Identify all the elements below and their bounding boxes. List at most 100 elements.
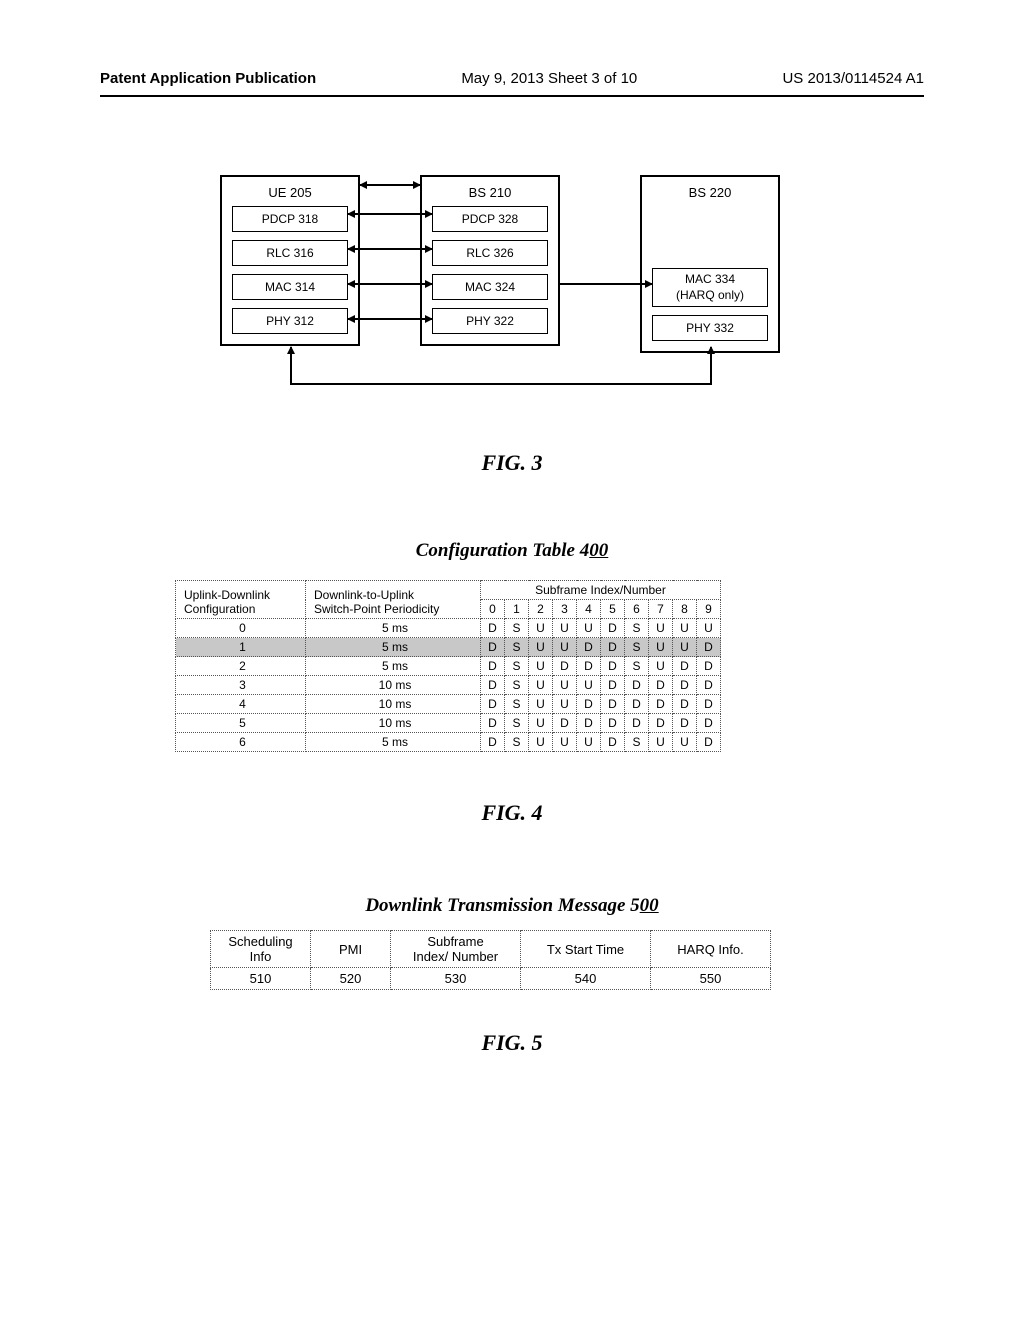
arrow-pdcp bbox=[348, 213, 432, 215]
table-row: 510 msDSUDDDDDDD bbox=[176, 714, 721, 733]
cell-subframe: D bbox=[697, 657, 721, 676]
cell-subframe: U bbox=[529, 638, 553, 657]
arrow-mac-bs1-bs2 bbox=[560, 283, 652, 285]
cell-subframe: S bbox=[505, 657, 529, 676]
bs1-mac: MAC 324 bbox=[432, 274, 548, 300]
arrow-rlc bbox=[348, 248, 432, 250]
cell-subframe: D bbox=[481, 695, 505, 714]
arrow-mac bbox=[348, 283, 432, 285]
msg-header-cell: HARQ Info. bbox=[651, 931, 771, 968]
msg-value-cell: 540 bbox=[521, 968, 651, 990]
cell-subframe: D bbox=[601, 638, 625, 657]
cell-subframe: D bbox=[481, 676, 505, 695]
cell-subframe: S bbox=[505, 733, 529, 752]
bs1-title: BS 210 bbox=[432, 185, 548, 200]
header-left: Patent Application Publication bbox=[100, 70, 316, 87]
table-row: 25 msDSUDDDSUDD bbox=[176, 657, 721, 676]
cell-subframe: D bbox=[697, 676, 721, 695]
msg-value-row: 510520530540550 bbox=[211, 968, 771, 990]
figure-3-diagram: UE 205 PDCP 318 RLC 316 MAC 314 PHY 312 … bbox=[220, 175, 820, 405]
cell-subframe: D bbox=[601, 619, 625, 638]
cell-subframe: U bbox=[529, 695, 553, 714]
cell-subframe: S bbox=[505, 676, 529, 695]
cell-subframe: D bbox=[577, 638, 601, 657]
cell-subframe: D bbox=[697, 733, 721, 752]
cell-subframe: U bbox=[553, 619, 577, 638]
arrow-phy bbox=[348, 318, 432, 320]
cell-subframe: U bbox=[649, 657, 673, 676]
cell-subframe: U bbox=[577, 733, 601, 752]
cell-subframe: D bbox=[481, 714, 505, 733]
cell-subframe: U bbox=[649, 733, 673, 752]
page-header: Patent Application Publication May 9, 20… bbox=[0, 70, 1024, 87]
cell-subframe: D bbox=[697, 714, 721, 733]
ue-mac: MAC 314 bbox=[232, 274, 348, 300]
cell-period: 10 ms bbox=[306, 695, 481, 714]
cell-subframe: U bbox=[577, 619, 601, 638]
cell-config: 5 bbox=[176, 714, 306, 733]
cell-subframe: U bbox=[553, 676, 577, 695]
msg-value-cell: 550 bbox=[651, 968, 771, 990]
cell-subframe: U bbox=[529, 676, 553, 695]
ue-pdcp: PDCP 318 bbox=[232, 206, 348, 232]
cell-config: 2 bbox=[176, 657, 306, 676]
subframe-index: 6 bbox=[625, 600, 649, 619]
cell-period: 5 ms bbox=[306, 638, 481, 657]
cell-period: 5 ms bbox=[306, 657, 481, 676]
cell-subframe: U bbox=[529, 733, 553, 752]
cell-subframe: D bbox=[481, 638, 505, 657]
bs2-title: BS 220 bbox=[652, 185, 768, 200]
table-row: 65 msDSUUUDSUUD bbox=[176, 733, 721, 752]
header-rule bbox=[100, 95, 924, 97]
cell-subframe: D bbox=[601, 733, 625, 752]
msg-header-cell: Subframe Index/ Number bbox=[391, 931, 521, 968]
table-row: 310 msDSUUUDDDDD bbox=[176, 676, 721, 695]
cell-subframe: U bbox=[529, 714, 553, 733]
msg-value-cell: 510 bbox=[211, 968, 311, 990]
subframe-index: 9 bbox=[697, 600, 721, 619]
cell-subframe: D bbox=[577, 714, 601, 733]
conn-bottom-h bbox=[290, 383, 712, 385]
ue-phy: PHY 312 bbox=[232, 308, 348, 334]
subframe-index: 5 bbox=[601, 600, 625, 619]
cell-subframe: D bbox=[601, 714, 625, 733]
cell-subframe: S bbox=[625, 619, 649, 638]
cell-subframe: U bbox=[529, 657, 553, 676]
cell-subframe: D bbox=[553, 714, 577, 733]
cell-subframe: U bbox=[649, 638, 673, 657]
fig4-caption-prefix: Configuration Table 4 bbox=[416, 540, 590, 561]
cell-subframe: D bbox=[577, 695, 601, 714]
cell-subframe: D bbox=[697, 695, 721, 714]
msg-header-cell: PMI bbox=[311, 931, 391, 968]
cell-subframe: U bbox=[697, 619, 721, 638]
cell-subframe: D bbox=[673, 657, 697, 676]
msg-header-cell: Scheduling Info bbox=[211, 931, 311, 968]
bs2-node: BS 220 MAC 334 (HARQ only) PHY 332 bbox=[640, 175, 780, 353]
fig4-caption-suffix: 00 bbox=[589, 540, 608, 561]
cell-subframe: D bbox=[481, 657, 505, 676]
bs1-phy: PHY 322 bbox=[432, 308, 548, 334]
cell-subframe: D bbox=[673, 714, 697, 733]
msg-value-cell: 530 bbox=[391, 968, 521, 990]
conn-bs2-up bbox=[710, 347, 712, 385]
msg-header-cell: Tx Start Time bbox=[521, 931, 651, 968]
cell-subframe: U bbox=[553, 638, 577, 657]
table-header-row: Uplink-Downlink Configuration Downlink-t… bbox=[176, 581, 721, 600]
hdr-subframe: Subframe Index/Number bbox=[481, 581, 721, 600]
table-row: 410 msDSUUDDDDDD bbox=[176, 695, 721, 714]
cell-subframe: D bbox=[601, 695, 625, 714]
arrow-ue-bs1-title bbox=[360, 184, 420, 186]
fig5-caption-prefix: Downlink Transmission Message 5 bbox=[365, 895, 639, 916]
cell-subframe: D bbox=[673, 676, 697, 695]
table-row: 05 msDSUUUDSUUU bbox=[176, 619, 721, 638]
bs1-rlc: RLC 326 bbox=[432, 240, 548, 266]
cell-subframe: U bbox=[673, 733, 697, 752]
cell-subframe: U bbox=[553, 695, 577, 714]
cell-subframe: D bbox=[553, 657, 577, 676]
cell-subframe: D bbox=[601, 657, 625, 676]
fig4-caption: Configuration Table 400 bbox=[0, 540, 1024, 562]
ue-rlc: RLC 316 bbox=[232, 240, 348, 266]
figure-4-label: FIG. 4 bbox=[0, 800, 1024, 826]
cell-subframe: D bbox=[649, 676, 673, 695]
cell-period: 5 ms bbox=[306, 619, 481, 638]
